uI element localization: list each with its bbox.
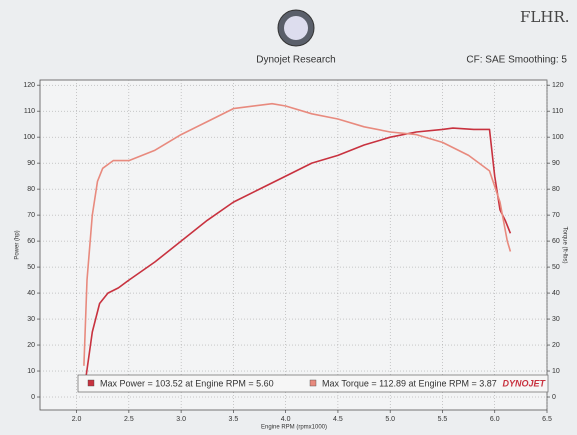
x-tick-label: 4.0 — [281, 416, 291, 423]
y2-tick-label: 70 — [552, 212, 560, 219]
x-axis-label: Engine RPM (rpmx1000) — [261, 425, 327, 431]
y-tick-label: 90 — [27, 160, 35, 167]
y2-tick-label: 30 — [552, 316, 560, 323]
y2-tick-label: 20 — [552, 342, 560, 349]
y2-tick-label: 50 — [552, 264, 560, 271]
y2-tick-label: 110 — [552, 108, 563, 115]
legend-marker — [87, 379, 95, 387]
y2-tick-label: 40 — [552, 290, 560, 297]
y-tick-label: 70 — [27, 212, 35, 219]
brand-logo: DYNOJET — [502, 378, 546, 388]
legend-label: Max Power = 103.52 at Engine RPM = 5.60 — [100, 378, 274, 388]
plot-area — [39, 79, 548, 411]
y2-axis-label: Torque (ft-lbs) — [561, 226, 567, 263]
y2-tick-label: 90 — [552, 160, 560, 167]
logo-emblem-inner — [284, 16, 308, 40]
y-tick-label: 60 — [27, 238, 35, 245]
series-line — [84, 127, 512, 385]
y2-tick-label: 60 — [552, 238, 560, 245]
handwritten-note: FLHR. — [520, 8, 570, 26]
x-tick-label: 5.0 — [385, 416, 395, 423]
chart-subtitle: CF: SAE Smoothing: 5 — [466, 55, 567, 66]
y2-tick-label: 80 — [552, 186, 560, 193]
y-tick-label: 40 — [27, 290, 35, 297]
y-tick-label: 0 — [31, 394, 35, 401]
x-tick-label: 3.0 — [176, 416, 186, 423]
y-tick-label: 110 — [24, 108, 35, 115]
y-tick-label: 30 — [27, 316, 35, 323]
x-tick-label: 5.5 — [438, 416, 448, 423]
y-tick-label: 120 — [23, 82, 35, 89]
chart-title: Dynojet Research — [256, 55, 335, 66]
x-tick-label: 6.0 — [490, 416, 500, 423]
y-tick-label: 50 — [27, 264, 35, 271]
y-tick-label: 10 — [27, 368, 35, 375]
legend-label: Max Torque = 112.89 at Engine RPM = 3.87 — [322, 378, 497, 388]
y-tick-label: 80 — [27, 186, 35, 193]
x-tick-label: 2.0 — [72, 416, 82, 423]
y2-tick-label: 0 — [552, 394, 556, 401]
legend-marker — [309, 379, 317, 387]
x-tick-label: 6.5 — [542, 416, 552, 423]
y2-tick-label: 10 — [552, 368, 560, 375]
series-line — [83, 102, 512, 366]
y2-tick-label: 100 — [552, 134, 564, 141]
y-tick-label: 100 — [23, 134, 35, 141]
x-tick-label: 2.5 — [124, 416, 134, 423]
x-tick-label: 3.5 — [229, 416, 239, 423]
x-tick-label: 4.5 — [333, 416, 343, 423]
y-tick-label: 20 — [27, 342, 35, 349]
y-axis-label: Power (hp) — [15, 230, 21, 259]
y2-tick-label: 120 — [552, 82, 564, 89]
